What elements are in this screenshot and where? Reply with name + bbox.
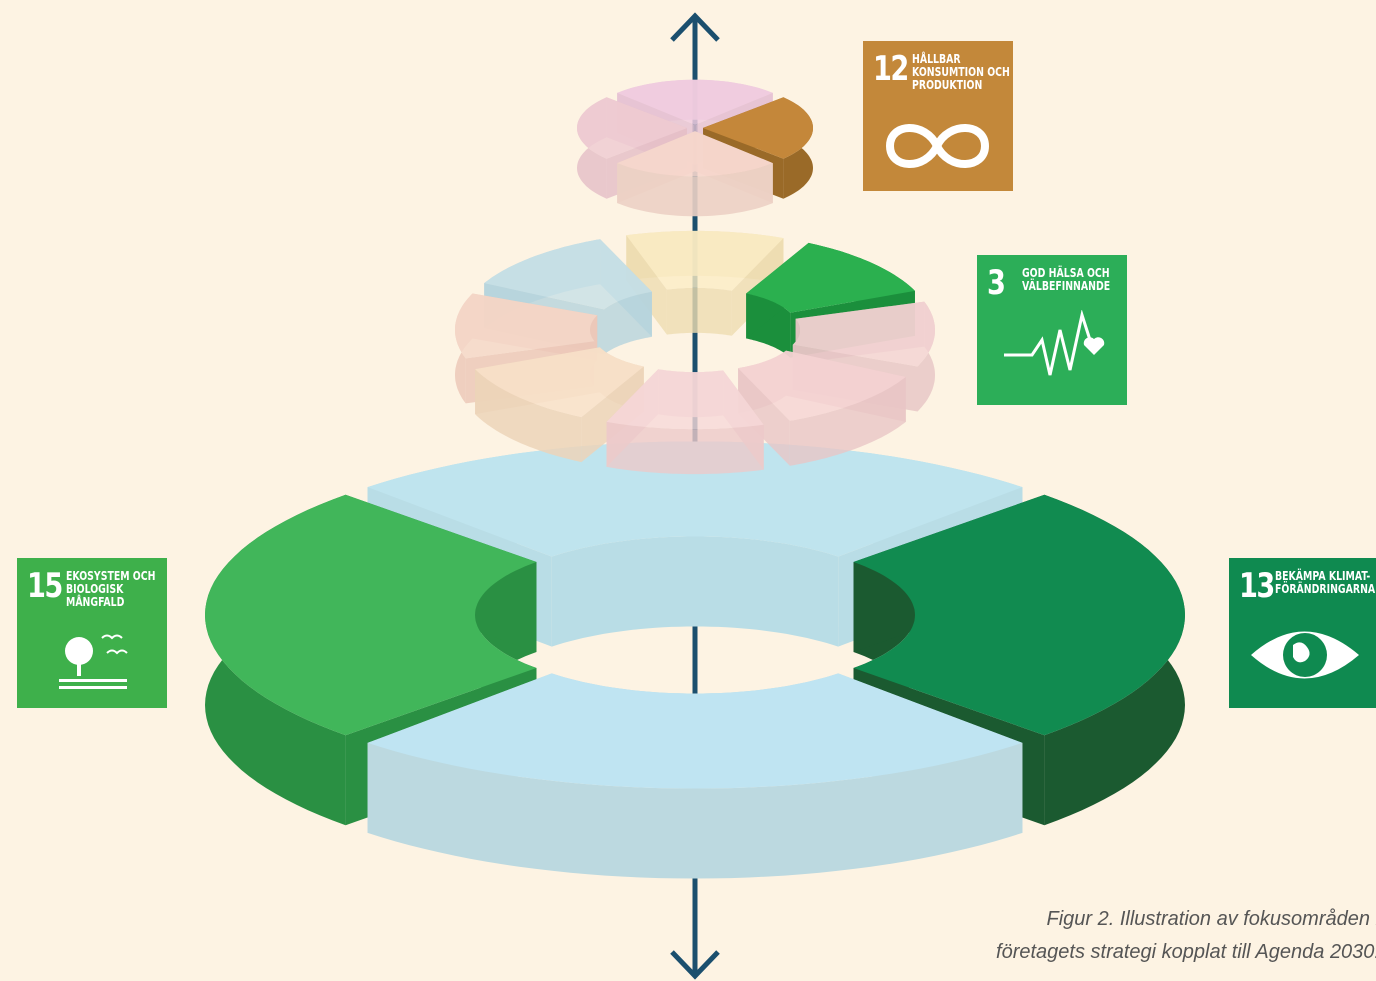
outer-wall xyxy=(789,376,906,466)
goal-15: 15 EKOSYSTEM OCH BIOLOGISK MÅNGFALD xyxy=(17,558,167,708)
label-line: MÅNGFALD xyxy=(66,595,125,609)
outer-wall xyxy=(617,163,773,217)
inner-wall xyxy=(666,287,732,336)
top-face xyxy=(617,131,773,177)
top-face xyxy=(367,441,1023,557)
top-face xyxy=(746,242,915,313)
label-line: PRODUKTION xyxy=(912,78,983,92)
top-face xyxy=(484,239,652,310)
top-face xyxy=(577,97,687,159)
top-face xyxy=(455,293,598,359)
inner-wall xyxy=(551,536,839,647)
label-line: VÄLBEFINNANDE xyxy=(1022,279,1111,293)
top-face xyxy=(853,494,1185,736)
label-line: FÖRÄNDRINGARNA xyxy=(1275,582,1376,596)
tree-icon xyxy=(59,634,128,689)
top-face xyxy=(367,673,1023,789)
top-face xyxy=(738,350,906,421)
goal-label: GOD HÄLSA OCH VÄLBEFINNANDE xyxy=(1022,267,1110,293)
goal-label: BEKÄMPA KLIMAT- FÖRÄNDRINGARNA xyxy=(1275,570,1375,596)
goal-number: 12 xyxy=(873,49,909,89)
goal-label: EKOSYSTEM OCH BIOLOGISK MÅNGFALD xyxy=(66,570,155,609)
label-line: BEKÄMPA KLIMAT- xyxy=(1275,569,1371,583)
outer-wall xyxy=(475,369,582,463)
infinity-icon xyxy=(885,124,990,168)
top-face xyxy=(703,97,813,159)
health-icon xyxy=(1004,310,1105,376)
goal-number: 13 xyxy=(1239,566,1275,606)
end-face xyxy=(738,368,790,466)
goal-3: 3 GOD HÄLSA OCH VÄLBEFINNANDE xyxy=(977,255,1127,405)
goal-number: 15 xyxy=(27,566,63,606)
goal-12: 12 HÅLLBAR KONSUMTION OCH PRODUKTION xyxy=(863,41,1013,191)
goal-13: 13 BEKÄMPA KLIMAT- FÖRÄNDRINGARNA xyxy=(1229,558,1376,708)
label-line: GOD HÄLSA OCH xyxy=(1022,266,1110,280)
label-line: KONSUMTION OCH xyxy=(912,65,1010,79)
goal-label: HÅLLBAR KONSUMTION OCH PRODUKTION xyxy=(912,53,1010,92)
outer-wall xyxy=(606,421,764,475)
top-face xyxy=(475,347,644,418)
top-face xyxy=(205,494,537,736)
top-face xyxy=(626,230,784,291)
top-face xyxy=(606,369,764,430)
goal-number: 3 xyxy=(987,263,1006,303)
label-line: EKOSYSTEM OCH xyxy=(66,569,156,583)
top-face xyxy=(792,301,935,367)
outer-wall xyxy=(367,742,1023,879)
caption-line: företagets strategi kopplat till Agenda … xyxy=(996,941,1376,963)
end-face xyxy=(581,366,644,463)
eye-icon xyxy=(1251,631,1359,679)
label-line: HÅLLBAR xyxy=(912,52,961,66)
label-line: BIOLOGISK xyxy=(66,582,124,596)
top-face xyxy=(617,79,773,125)
caption-line: Figur 2. Illustration av fokusområden i xyxy=(1046,908,1376,930)
